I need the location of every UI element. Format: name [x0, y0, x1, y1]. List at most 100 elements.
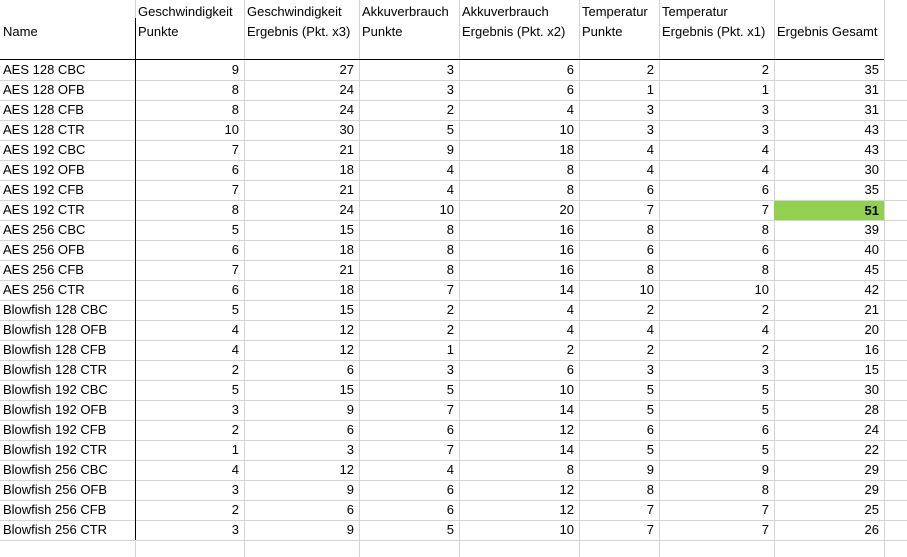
cell-geschwindigkeit-punkte[interactable]: 5 [231, 382, 239, 397]
cell-ergebnis-gesamt[interactable]: 31 [864, 82, 879, 97]
cell-geschwindigkeit-punkte[interactable]: 7 [231, 142, 239, 157]
cell-ergebnis-gesamt[interactable]: 40 [864, 242, 879, 257]
header-geschwindigkeit-punkte[interactable]: Geschwindigkeit Punkte [135, 0, 244, 59]
cell-temperatur-punkte[interactable]: 5 [646, 402, 654, 417]
cell-ergebnis-gesamt[interactable]: 29 [864, 462, 879, 477]
cell-akkuverbrauch-ergebnis[interactable]: 10 [559, 382, 574, 397]
cell-temperatur-punkte[interactable]: 6 [646, 422, 654, 437]
cell-ergebnis-gesamt[interactable]: 42 [864, 282, 879, 297]
cell-geschwindigkeit-punkte[interactable]: 4 [231, 462, 239, 477]
cell-geschwindigkeit-ergebnis[interactable]: 15 [339, 222, 354, 237]
cell-temperatur-punkte[interactable]: 5 [646, 442, 654, 457]
cell-name[interactable]: Blowfish 192 CBC [3, 382, 108, 397]
cell-temperatur-ergebnis[interactable]: 3 [761, 122, 769, 137]
cell-akkuverbrauch-ergebnis[interactable]: 20 [559, 202, 574, 217]
cell-geschwindigkeit-ergebnis[interactable]: 21 [339, 142, 354, 157]
cell-akkuverbrauch-ergebnis[interactable]: 8 [566, 462, 574, 477]
cell-temperatur-punkte[interactable]: 8 [646, 482, 654, 497]
cell-geschwindigkeit-ergebnis[interactable]: 15 [339, 302, 354, 317]
cell-akkuverbrauch-punkte[interactable]: 4 [446, 162, 454, 177]
cell-temperatur-ergebnis[interactable]: 6 [761, 182, 769, 197]
cell-geschwindigkeit-ergebnis[interactable]: 12 [339, 462, 354, 477]
cell-temperatur-punkte[interactable]: 7 [646, 522, 654, 537]
cell-akkuverbrauch-ergebnis[interactable]: 2 [566, 342, 574, 357]
header-akkuverbrauch-punkte[interactable]: Akkuverbrauch Punkte [359, 0, 459, 59]
cell-ergebnis-gesamt[interactable]: 22 [864, 442, 879, 457]
cell-temperatur-ergebnis[interactable]: 5 [761, 402, 769, 417]
cell-akkuverbrauch-ergebnis[interactable]: 4 [566, 322, 574, 337]
header-temperatur-punkte[interactable]: Temperatur Punkte [579, 0, 659, 59]
cell-akkuverbrauch-punkte[interactable]: 3 [446, 362, 454, 377]
cell-name[interactable]: AES 192 CBC [3, 142, 86, 157]
cell-geschwindigkeit-ergebnis[interactable]: 18 [339, 282, 354, 297]
cell-akkuverbrauch-punkte[interactable]: 5 [446, 382, 454, 397]
cell-ergebnis-gesamt[interactable]: 16 [864, 342, 879, 357]
cell-name[interactable]: AES 192 CFB [3, 182, 84, 197]
cell-temperatur-ergebnis[interactable]: 3 [761, 102, 769, 117]
cell-akkuverbrauch-punkte[interactable]: 6 [446, 482, 454, 497]
cell-temperatur-ergebnis[interactable]: 4 [761, 322, 769, 337]
cell-geschwindigkeit-punkte[interactable]: 3 [231, 522, 239, 537]
cell-temperatur-ergebnis[interactable]: 8 [761, 262, 769, 277]
cell-geschwindigkeit-punkte[interactable]: 5 [231, 222, 239, 237]
cell-temperatur-punkte[interactable]: 2 [646, 62, 654, 77]
cell-temperatur-punkte[interactable]: 7 [646, 502, 654, 517]
cell-geschwindigkeit-punkte[interactable]: 6 [231, 282, 239, 297]
cell-akkuverbrauch-punkte[interactable]: 8 [446, 242, 454, 257]
cell-geschwindigkeit-ergebnis[interactable]: 18 [339, 162, 354, 177]
cell-temperatur-ergebnis[interactable]: 2 [761, 62, 769, 77]
cell-geschwindigkeit-punkte[interactable]: 6 [231, 162, 239, 177]
cell-temperatur-punkte[interactable]: 3 [646, 102, 654, 117]
cell-akkuverbrauch-ergebnis[interactable]: 14 [559, 442, 574, 457]
cell-temperatur-punkte[interactable]: 3 [646, 362, 654, 377]
cell-ergebnis-gesamt[interactable]: 31 [864, 102, 879, 117]
cell-name[interactable]: AES 128 OFB [3, 82, 85, 97]
cell-ergebnis-gesamt[interactable]: 29 [864, 482, 879, 497]
cell-temperatur-punkte[interactable]: 6 [646, 182, 654, 197]
cell-temperatur-punkte[interactable]: 8 [646, 222, 654, 237]
cell-akkuverbrauch-punkte[interactable]: 6 [446, 502, 454, 517]
cell-akkuverbrauch-ergebnis[interactable]: 12 [559, 482, 574, 497]
cell-temperatur-punkte[interactable]: 6 [646, 242, 654, 257]
cell-temperatur-punkte[interactable]: 4 [646, 162, 654, 177]
cell-akkuverbrauch-ergebnis[interactable]: 8 [566, 182, 574, 197]
cell-name[interactable]: AES 192 OFB [3, 162, 85, 177]
cell-ergebnis-gesamt[interactable]: 26 [864, 522, 879, 537]
cell-temperatur-ergebnis[interactable]: 2 [761, 302, 769, 317]
cell-name[interactable]: Blowfish 256 CBC [3, 462, 108, 477]
cell-geschwindigkeit-punkte[interactable]: 3 [231, 402, 239, 417]
cell-name[interactable]: Blowfish 128 CBC [3, 302, 108, 317]
cell-geschwindigkeit-ergebnis[interactable]: 9 [346, 402, 354, 417]
cell-akkuverbrauch-punkte[interactable]: 2 [446, 302, 454, 317]
cell-name[interactable]: AES 128 CFB [3, 102, 84, 117]
cell-geschwindigkeit-punkte[interactable]: 2 [231, 502, 239, 517]
cell-temperatur-punkte[interactable]: 10 [639, 282, 654, 297]
cell-name[interactable]: Blowfish 192 OFB [3, 402, 108, 417]
cell-akkuverbrauch-punkte[interactable]: 7 [446, 442, 454, 457]
cell-akkuverbrauch-ergebnis[interactable]: 16 [559, 242, 574, 257]
cell-temperatur-punkte[interactable]: 5 [646, 382, 654, 397]
header-geschwindigkeit-ergebnis[interactable]: Geschwindigkeit Ergebnis (Pkt. x3) [244, 0, 359, 59]
cell-geschwindigkeit-punkte[interactable]: 4 [231, 322, 239, 337]
header-ergebnis-gesamt[interactable]: Ergebnis Gesamt [774, 0, 884, 59]
cell-ergebnis-gesamt[interactable]: 30 [864, 382, 879, 397]
cell-akkuverbrauch-ergebnis[interactable]: 14 [559, 282, 574, 297]
cell-geschwindigkeit-ergebnis[interactable]: 18 [339, 242, 354, 257]
cell-akkuverbrauch-punkte[interactable]: 4 [446, 182, 454, 197]
cell-ergebnis-gesamt[interactable]: 24 [864, 422, 879, 437]
cell-temperatur-ergebnis[interactable]: 2 [761, 342, 769, 357]
cell-geschwindigkeit-punkte[interactable]: 1 [231, 442, 239, 457]
cell-geschwindigkeit-punkte[interactable]: 5 [231, 302, 239, 317]
cell-name[interactable]: Blowfish 256 CTR [3, 522, 108, 537]
cell-akkuverbrauch-punkte[interactable]: 7 [446, 282, 454, 297]
cell-temperatur-punkte[interactable]: 3 [646, 122, 654, 137]
cell-geschwindigkeit-ergebnis[interactable]: 12 [339, 322, 354, 337]
cell-ergebnis-gesamt[interactable]: 43 [864, 142, 879, 157]
cell-temperatur-ergebnis[interactable]: 6 [761, 422, 769, 437]
cell-temperatur-punkte[interactable]: 8 [646, 262, 654, 277]
cell-geschwindigkeit-ergebnis[interactable]: 24 [339, 202, 354, 217]
cell-temperatur-punkte[interactable]: 9 [646, 462, 654, 477]
cell-akkuverbrauch-punkte[interactable]: 10 [439, 202, 454, 217]
cell-akkuverbrauch-punkte[interactable]: 5 [446, 522, 454, 537]
cell-name[interactable]: Blowfish 192 CTR [3, 442, 108, 457]
